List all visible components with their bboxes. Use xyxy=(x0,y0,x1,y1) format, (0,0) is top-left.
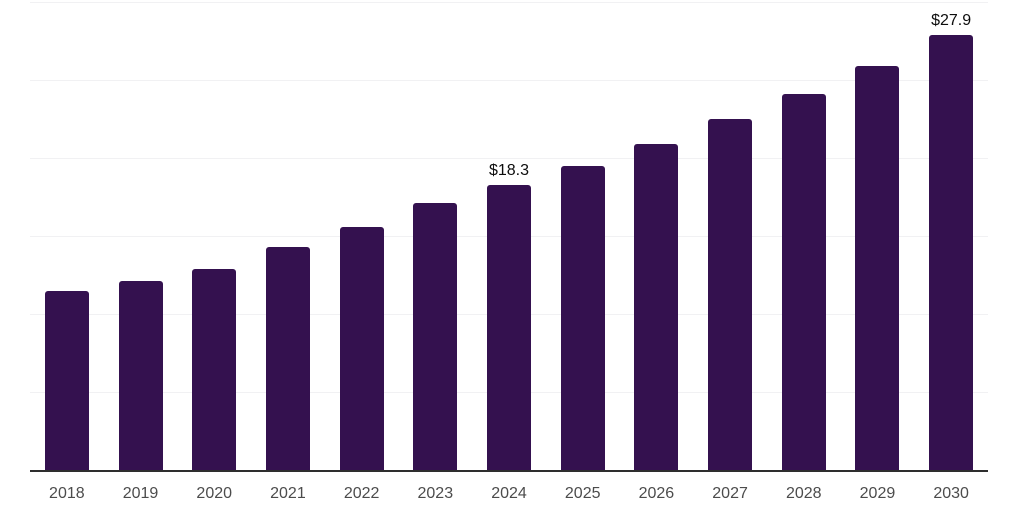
x-tick-label-2024: 2024 xyxy=(491,485,527,502)
bar-slot-2028 xyxy=(767,94,841,470)
bar-2030 xyxy=(929,34,974,470)
x-axis-line xyxy=(30,470,988,472)
bar-slot-2026 xyxy=(620,143,694,470)
x-tick-label-2019: 2019 xyxy=(122,485,159,502)
bar-slot-2023 xyxy=(398,203,472,470)
x-tick-label-2028: 2028 xyxy=(785,485,822,502)
x-tick-label-2018: 2018 xyxy=(49,485,85,502)
bar-slot-2018 xyxy=(30,290,104,470)
x-tick-label-2029: 2029 xyxy=(859,485,896,502)
x-tick-label-2021: 2021 xyxy=(270,485,306,502)
bar-slot-2025 xyxy=(546,165,620,470)
bar-slot-2022 xyxy=(325,226,399,470)
gridline-30 xyxy=(30,2,988,3)
bar-slot-2019 xyxy=(104,281,178,470)
bar-2019 xyxy=(118,281,163,470)
bar-slot-2021 xyxy=(251,246,325,470)
bar-2018 xyxy=(44,290,89,470)
bar-2024 xyxy=(486,184,531,470)
x-tick-label-2022: 2022 xyxy=(343,485,380,502)
x-tick-label-2026: 2026 xyxy=(638,485,675,502)
bar-2021 xyxy=(265,246,310,470)
bar-2029 xyxy=(855,65,900,470)
bar-2027 xyxy=(708,119,753,470)
bar-slot-2030: $27.9 xyxy=(914,11,988,470)
bar-2028 xyxy=(781,94,826,470)
bar-slot-2029 xyxy=(841,65,915,470)
x-tick-label-2023: 2023 xyxy=(417,485,454,502)
bar-value-label-2024: $18.3 xyxy=(488,161,529,179)
x-tick-label-2030: 2030 xyxy=(933,485,969,502)
bar-slot-2024: $18.3 xyxy=(472,161,546,470)
x-tick-label-2020: 2020 xyxy=(196,485,233,502)
bar-2026 xyxy=(634,143,679,470)
bar-slot-2027 xyxy=(693,119,767,470)
bar-2023 xyxy=(413,203,458,470)
bar-slot-2020 xyxy=(177,268,251,470)
x-tick-label-2027: 2027 xyxy=(712,485,748,502)
x-tick-label-2025: 2025 xyxy=(564,485,601,502)
bar-2020 xyxy=(192,268,237,470)
bar-2025 xyxy=(560,165,605,470)
bar-value-label-2030: $27.9 xyxy=(931,11,972,29)
bar-2022 xyxy=(339,226,384,470)
